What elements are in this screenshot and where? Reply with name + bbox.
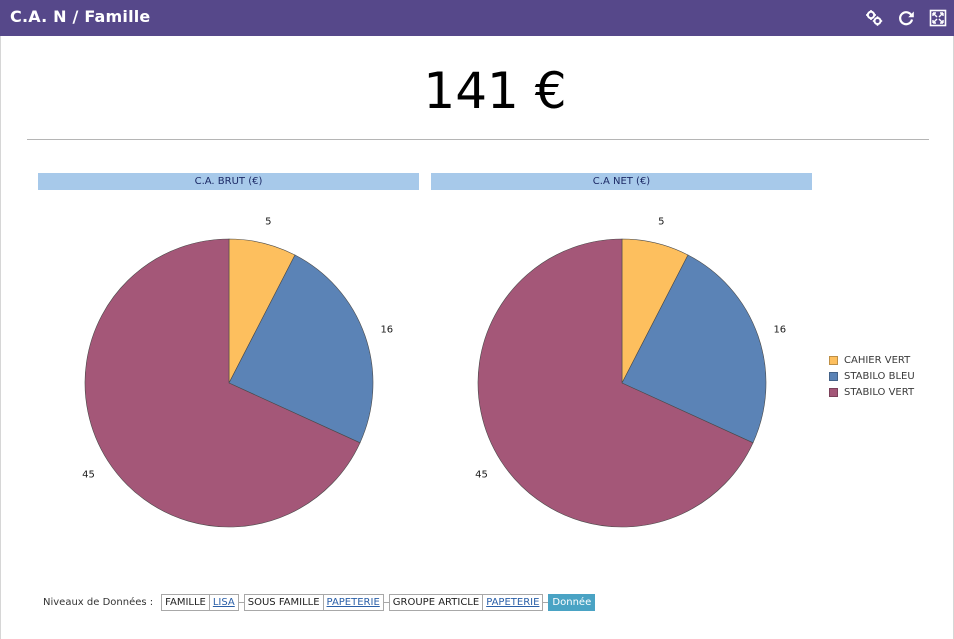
legend-swatch (829, 355, 838, 365)
refresh-icon[interactable] (897, 9, 915, 27)
legend-swatch (829, 387, 838, 397)
pie-data-label: 16 (773, 324, 786, 335)
divider (27, 139, 929, 140)
level-value-link[interactable]: PAPETERIE (326, 597, 380, 608)
kpi-value: 141 € (423, 62, 567, 120)
level-name: FAMILLE (162, 595, 210, 610)
pie-slice-stabilo-bleu[interactable] (621, 254, 767, 444)
pie-data-label: 5 (265, 217, 271, 228)
fullscreen-icon[interactable] (929, 9, 947, 27)
legend-swatch (829, 371, 838, 381)
level-connector (383, 602, 389, 603)
legend-label: CAHIER VERT (844, 354, 911, 366)
pie-data-label: 45 (475, 469, 488, 480)
pie-data-label: 45 (82, 469, 95, 480)
level-name: GROUPE ARTICLE (390, 595, 484, 610)
chart-title-net: C.A NET (€) (431, 173, 812, 190)
level-value-link[interactable]: PAPETERIE (486, 597, 540, 608)
frame-border-left (0, 36, 1, 639)
data-levels-breadcrumb: Niveaux de Données : FAMILLE LISA SOUS F… (43, 594, 596, 611)
level-current-button[interactable]: Donnée (548, 594, 596, 611)
legend-label: STABILO VERT (844, 386, 915, 398)
legend-item[interactable]: STABILO VERT (829, 384, 915, 400)
pie-slice-stabilo-bleu[interactable] (228, 254, 374, 444)
data-levels-label: Niveaux de Données : (43, 597, 154, 608)
level-value-link[interactable]: LISA (212, 597, 235, 608)
window-title: C.A. N / Famille (10, 7, 151, 26)
pie-data-label: 5 (658, 217, 664, 228)
pie-chart-net: 5 16 45 (475, 217, 786, 528)
legend-item[interactable]: CAHIER VERT (829, 352, 915, 368)
level-name: SOUS FAMILLE (245, 595, 324, 610)
chart-legend: CAHIER VERT STABILO BLEU STABILO VERT (829, 352, 915, 400)
level-sous-famille: SOUS FAMILLE PAPETERIE (243, 594, 384, 611)
window-titlebar: C.A. N / Famille (0, 0, 954, 36)
legend-label: STABILO BLEU (844, 370, 915, 382)
level-groupe-article: GROUPE ARTICLE PAPETERIE (388, 594, 544, 611)
level-connector (543, 602, 549, 603)
pie-slice-stabilo-vert[interactable] (84, 238, 361, 528)
pie-slice-stabilo-vert[interactable] (477, 238, 754, 528)
level-famille: FAMILLE LISA (161, 594, 239, 611)
pie-chart-brut: 5 16 45 (82, 217, 393, 528)
level-connector (238, 602, 244, 603)
settings-icon[interactable] (865, 9, 883, 27)
chart-title-brut: C.A. BRUT (€) (38, 173, 419, 190)
legend-item[interactable]: STABILO BLEU (829, 368, 915, 384)
pie-data-label: 16 (380, 324, 393, 335)
